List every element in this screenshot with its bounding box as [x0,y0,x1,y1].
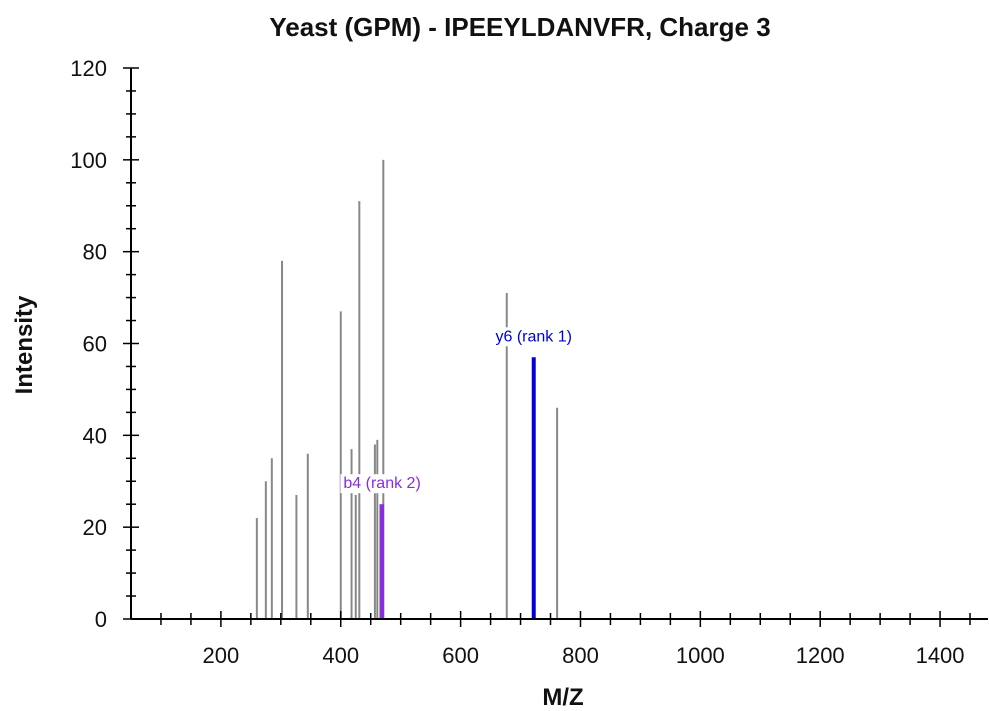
axes-layer: 200 400 600 800 1000 1200 1400 0 20 40 60 80 100 120 [70,56,988,668]
x-tick-label: 400 [322,643,359,668]
y-tick-label: 60 [83,332,107,357]
x-tick-label: 200 [203,643,240,668]
annotation-label-bg [340,474,424,494]
annotation-label: b4 (rank 2) [343,475,420,492]
y-tick-label: 0 [95,607,107,632]
x-tick-label: 1000 [676,643,725,668]
y-axis-label: Intensity [11,295,38,394]
annotation-label-bg [492,327,575,347]
annotation-label: y6 (rank 1) [495,328,571,345]
x-tick-label: 1200 [796,643,845,668]
y-tick-label: 40 [83,423,107,448]
y-tick-label: 100 [70,148,107,173]
x-axis-label: M/Z [542,684,583,711]
x-tick-label: 600 [442,643,479,668]
y-tick-label: 120 [70,56,107,81]
y-tick-label: 20 [83,515,107,540]
x-tick-label: 800 [562,643,599,668]
peaks-layer [255,159,559,619]
y-tick-label: 80 [83,240,107,265]
annotations-layer: y6 (rank 1) b4 (rank 2) [340,327,575,619]
x-tick-label: 1400 [916,643,965,668]
chart-title: Yeast (GPM) - IPEEYLDANVFR, Charge 3 [269,12,770,42]
